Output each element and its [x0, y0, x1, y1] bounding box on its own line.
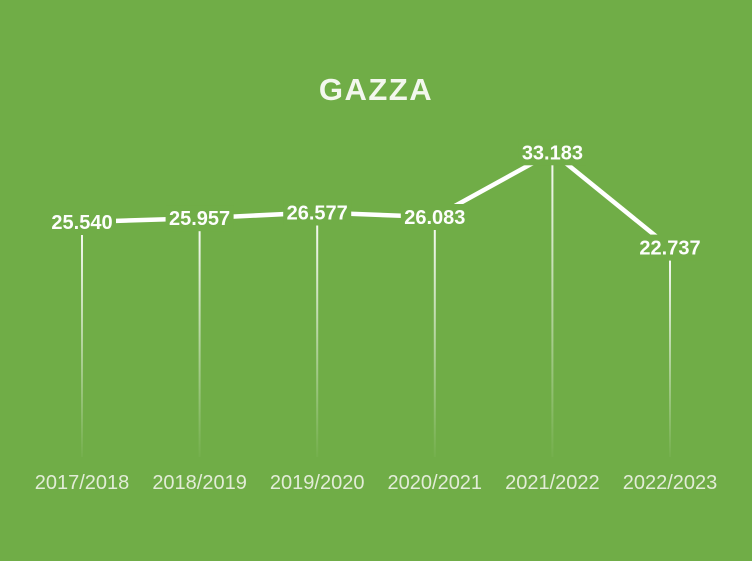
category-label: 2018/2019	[152, 472, 247, 494]
data-label: 33.183	[522, 142, 583, 164]
drop-line	[198, 231, 201, 457]
data-label-mask	[518, 139, 587, 166]
data-label-mask	[636, 234, 704, 261]
data-label: 25.957	[169, 208, 230, 230]
data-label-mask	[400, 204, 469, 230]
drop-line	[551, 165, 554, 458]
data-label-mask	[165, 205, 234, 232]
drop-line	[433, 230, 436, 457]
drop-line	[669, 260, 671, 457]
chart-title: GAZZA	[318, 72, 434, 107]
data-label: 25.540	[51, 212, 112, 234]
category-label: 2020/2021	[388, 472, 483, 494]
category-label: 2021/2022	[505, 472, 600, 494]
data-label: 26.577	[287, 203, 348, 225]
data-label-mask	[48, 209, 116, 235]
drop-line	[81, 235, 83, 457]
line-series	[79, 150, 673, 250]
data-label: 22.737	[639, 238, 700, 260]
category-label: 2017/2018	[35, 472, 130, 494]
category-label: 2022/2023	[623, 472, 718, 494]
category-label: 2019/2020	[270, 472, 365, 494]
chart-layer: 25.540 2017/2018 25.957 2018/2019 26.577 2019…	[35, 139, 718, 494]
data-label-mask	[283, 199, 352, 226]
drop-line	[316, 225, 319, 457]
data-label: 26.083	[404, 207, 465, 229]
